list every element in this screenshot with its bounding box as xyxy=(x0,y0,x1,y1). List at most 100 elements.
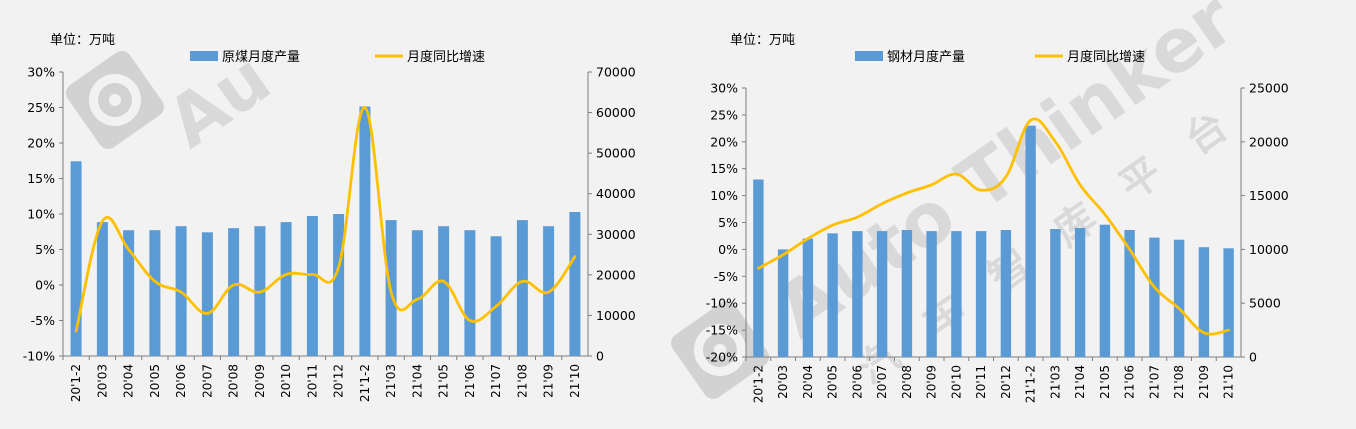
right-tick-label: 20000 xyxy=(596,267,636,282)
left-tick-label: 15% xyxy=(710,161,738,176)
bar xyxy=(359,106,371,356)
bar xyxy=(852,231,863,357)
bar xyxy=(490,236,502,356)
x-tick-label: 20'1-2 xyxy=(751,365,765,403)
x-tick-label: 21'08 xyxy=(1172,365,1186,399)
x-tick-label: 20'03 xyxy=(776,365,790,399)
x-tick-label: 20'10 xyxy=(279,364,293,398)
right-tick-label: 20000 xyxy=(1249,134,1289,149)
left-tick-label: 5% xyxy=(35,242,55,257)
bar xyxy=(569,212,581,356)
x-tick-label: 21'06 xyxy=(1123,365,1137,399)
left-tick-label: -10% xyxy=(706,296,738,311)
bar xyxy=(1074,227,1086,357)
x-tick-label: 20'09 xyxy=(253,364,267,398)
legend-bar-label: 原煤月度产量 xyxy=(222,49,300,65)
unit-label: 单位：万吨 xyxy=(50,33,115,48)
watermark-logo-icon xyxy=(671,301,769,399)
bar xyxy=(1099,224,1111,357)
x-tick-label: 20'11 xyxy=(305,364,319,398)
left-tick-label: 5% xyxy=(718,215,738,230)
x-tick-label: 21'03 xyxy=(1048,365,1062,399)
legend-bar-label: 钢材月度产量 xyxy=(887,49,965,65)
x-tick-label: 20'09 xyxy=(925,365,939,399)
bar xyxy=(464,230,476,356)
left-tick-label: -5% xyxy=(31,313,55,328)
x-tick-label: 21'10 xyxy=(568,364,582,398)
bar xyxy=(901,230,913,357)
x-tick-label: 20'06 xyxy=(174,364,188,398)
x-tick-label: 20'07 xyxy=(200,364,214,398)
bar xyxy=(1124,230,1135,357)
x-tick-label: 21'1-2 xyxy=(1024,365,1038,403)
left-tick-label: 25% xyxy=(27,100,55,115)
left-tick-label: -10% xyxy=(23,349,55,364)
right-tick-label: 10000 xyxy=(596,308,636,323)
watermark-logo-icon xyxy=(66,51,164,149)
bar xyxy=(1050,229,1061,357)
x-tick-label: 21'05 xyxy=(1098,365,1112,399)
bar xyxy=(926,231,937,357)
legend-bar-swatch xyxy=(855,51,883,61)
right-tick-label: 70000 xyxy=(596,65,636,80)
right-tick-label: 40000 xyxy=(596,186,636,201)
legend-line-label: 月度同比增速 xyxy=(1067,49,1145,65)
x-tick-label: 21'06 xyxy=(463,364,477,398)
x-tick-label: 21'04 xyxy=(1073,365,1087,399)
legend: 原煤月度产量 月度同比增速 xyxy=(190,49,485,65)
left-tick-label: 10% xyxy=(27,207,55,222)
bar xyxy=(777,249,789,357)
right-tick-label: 50000 xyxy=(596,146,636,161)
left-tick-label: 25% xyxy=(710,107,738,122)
x-tick-label: 20'03 xyxy=(95,364,109,398)
x-tick-label: 20'11 xyxy=(974,365,988,399)
bar xyxy=(411,230,423,356)
x-tick-label: 21'04 xyxy=(410,364,424,398)
right-tick-label: 10000 xyxy=(1249,242,1289,257)
bar xyxy=(1149,237,1160,357)
x-tick-label: 20'07 xyxy=(875,365,889,399)
left-tick-label: -15% xyxy=(706,323,738,338)
left-tick-label: 0% xyxy=(718,242,738,257)
left-tick-label: -20% xyxy=(706,350,738,365)
left-tick-label: 20% xyxy=(710,134,738,149)
bar xyxy=(1198,247,1210,357)
bar xyxy=(1000,230,1012,357)
bar xyxy=(975,231,987,357)
x-tick-label: 21'07 xyxy=(489,364,503,398)
right-tick-label: 30000 xyxy=(596,227,636,242)
bar xyxy=(70,161,82,356)
growth-line xyxy=(74,106,577,333)
x-tick-label: 20'12 xyxy=(332,364,346,398)
x-tick-label: 20'04 xyxy=(801,365,815,399)
x-tick-label: 21'1-2 xyxy=(358,364,372,402)
growth-line xyxy=(757,117,1230,336)
x-tick-label: 20'04 xyxy=(122,364,136,398)
x-tick-label: 20'12 xyxy=(999,365,1013,399)
unit-label: 单位：万吨 xyxy=(730,33,795,48)
x-tick-label: 20'06 xyxy=(850,365,864,399)
left-tick-label: 20% xyxy=(27,136,55,151)
bar xyxy=(951,231,962,357)
bar xyxy=(201,232,213,356)
x-tick-label: 21'09 xyxy=(542,364,556,398)
x-tick-label: 20'08 xyxy=(227,364,241,398)
right-tick-label: 60000 xyxy=(596,105,636,120)
bar xyxy=(228,228,240,356)
left-tick-label: -5% xyxy=(714,269,738,284)
bar xyxy=(1025,125,1036,357)
bar xyxy=(827,233,838,357)
x-tick-label: 20'08 xyxy=(900,365,914,399)
x-tick-label: 20'05 xyxy=(148,364,162,398)
left-tick-label: 30% xyxy=(27,65,55,80)
bar xyxy=(516,220,528,356)
bar xyxy=(438,226,450,356)
right-tick-label: 25000 xyxy=(1249,81,1289,96)
x-tick-label: 21'10 xyxy=(1222,365,1236,399)
x-tick-label: 21'05 xyxy=(437,364,451,398)
bar xyxy=(1173,239,1185,357)
